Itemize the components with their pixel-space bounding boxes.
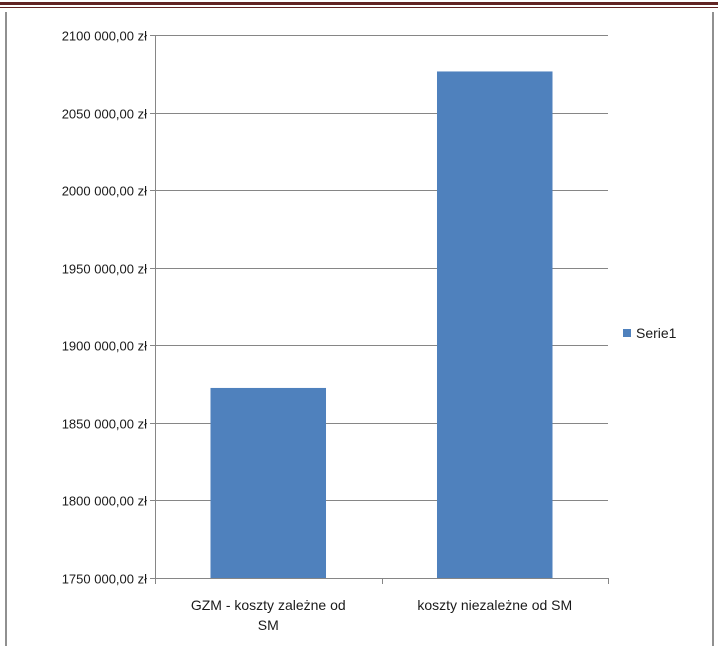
y-tick-label: 1800 000,00 zł — [62, 494, 147, 509]
y-tick-label: 1950 000,00 zł — [62, 262, 147, 277]
x-category-label-line: GZM - koszty zależne od — [191, 597, 346, 613]
page-top-rule-thin — [0, 7, 718, 8]
x-category-label-line: SM — [258, 617, 279, 633]
axes — [150, 35, 609, 584]
page-top-rule — [0, 2, 718, 8]
legend-swatch — [623, 329, 631, 337]
y-tick-label: 2100 000,00 zł — [62, 29, 147, 44]
bar — [210, 387, 327, 578]
bar — [436, 71, 553, 579]
x-category-label-line: koszty niezależne od SM — [417, 597, 572, 613]
y-tick-label: 2050 000,00 zł — [62, 107, 147, 122]
page-top-rule-thick — [0, 2, 718, 5]
y-tick-label: 1750 000,00 zł — [62, 572, 147, 587]
y-tick-label: 1850 000,00 zł — [62, 417, 147, 432]
x-category-label: koszty niezależne od SM — [417, 597, 572, 613]
bars — [210, 71, 553, 579]
y-axis-tick-labels: 1750 000,00 zł 1800 000,00 zł 1850 000,00 … — [62, 29, 147, 587]
x-axis-category-labels: GZM - koszty zależne od SM koszty niezależ… — [191, 597, 572, 633]
y-tick-label: 1900 000,00 zł — [62, 339, 147, 354]
legend-label: Serie1 — [636, 325, 677, 341]
x-category-label: GZM - koszty zależne od SM — [191, 597, 346, 633]
y-tick-label: 2000 000,00 zł — [62, 184, 147, 199]
legend: Serie1 — [623, 325, 677, 341]
